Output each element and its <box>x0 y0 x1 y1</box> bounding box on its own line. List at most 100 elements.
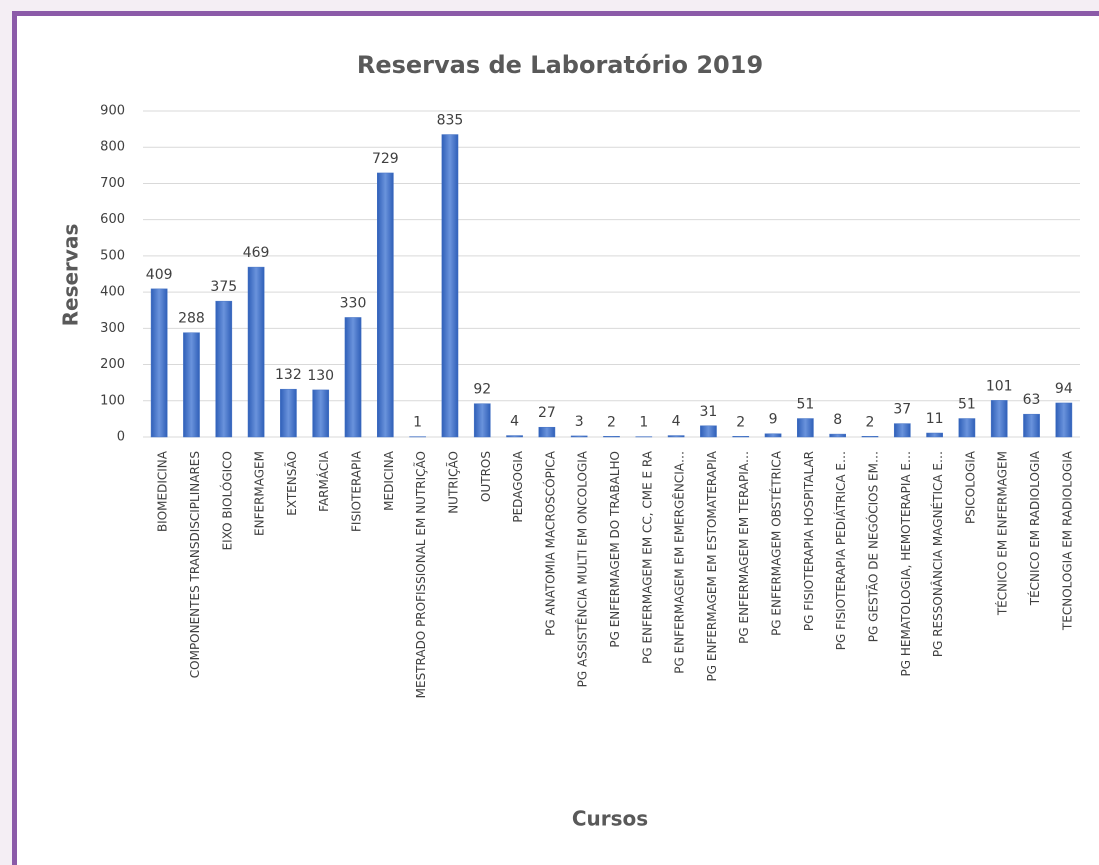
bar <box>700 425 717 438</box>
bar <box>570 435 588 438</box>
bar <box>829 433 847 438</box>
x-tick-label: NUTRIÇÃO <box>445 451 460 514</box>
value-label: 9 <box>769 412 778 428</box>
x-tick-label: FARMÁCIA <box>316 450 331 512</box>
bar <box>958 418 976 438</box>
value-label: 31 <box>700 404 718 420</box>
x-tick-label: PG RESSONÂNCIA MAGNÉTICA E… <box>930 451 945 657</box>
x-axis-title: Cursos <box>572 807 648 831</box>
x-tick-label: BIOMEDICINA <box>156 450 170 532</box>
x-tick-label: TÉCNICO EM RADIOLOGIA <box>1027 450 1042 606</box>
value-label: 1 <box>413 415 422 431</box>
value-label: 2 <box>607 414 616 430</box>
value-label: 51 <box>796 397 814 413</box>
x-tick-label: PG ENFERMAGEM EM EMERGÊNCIA… <box>672 451 687 674</box>
bar <box>990 400 1008 438</box>
value-label: 4 <box>510 414 519 430</box>
x-tick-label: COMPONENTES TRANSDISCIPLINARES <box>188 451 202 678</box>
x-tick-label: ENFERMAGEM <box>253 451 267 536</box>
x-tick-label: PG ENFERMAGEM OBSTÉTRICA <box>769 450 784 636</box>
bar <box>861 436 879 438</box>
value-label: 101 <box>986 378 1013 394</box>
value-label: 92 <box>473 382 491 398</box>
bar <box>441 134 459 438</box>
value-label: 3 <box>575 414 584 430</box>
frame-top <box>12 11 1099 16</box>
value-label: 835 <box>437 113 464 129</box>
x-tick-label: PG ANATOMIA MACROSCÓPICA <box>542 450 557 636</box>
x-tick-label: PSICOLOGIA <box>963 450 977 524</box>
value-label: 51 <box>958 397 976 413</box>
value-label: 4 <box>672 414 681 430</box>
bar <box>797 418 814 438</box>
value-label: 375 <box>210 279 237 295</box>
value-label: 27 <box>538 405 556 421</box>
chart-area <box>14 14 1099 865</box>
y-tick-label: 700 <box>100 176 125 191</box>
frame-left <box>12 11 17 865</box>
bar <box>506 435 523 438</box>
value-label: 2 <box>866 414 875 430</box>
value-label: 1 <box>639 415 648 431</box>
x-tick-label: TÉCNICO EM ENFERMAGEM <box>995 451 1010 616</box>
chart-title: Reservas de Laboratório 2019 <box>357 51 763 79</box>
value-label: 330 <box>340 295 367 311</box>
y-tick-label: 900 <box>100 104 125 119</box>
y-tick-label: 300 <box>100 321 125 336</box>
bar <box>764 433 782 438</box>
bar <box>183 332 200 438</box>
value-label: 130 <box>307 368 334 384</box>
y-tick-label: 500 <box>100 248 125 263</box>
x-tick-label: EXTENSÃO <box>284 451 299 516</box>
bar <box>280 388 297 438</box>
bar <box>893 423 911 438</box>
value-label: 409 <box>146 267 173 283</box>
y-tick-label: 400 <box>100 285 125 300</box>
y-tick-label: 0 <box>117 430 125 445</box>
bar <box>1023 413 1040 438</box>
value-label: 94 <box>1055 381 1073 397</box>
x-tick-label: MEDICINA <box>382 450 396 511</box>
value-label: 8 <box>833 412 842 428</box>
x-tick-label: OUTROS <box>479 451 493 502</box>
bar <box>247 266 265 438</box>
value-label: 469 <box>243 245 270 261</box>
value-label: 729 <box>372 151 399 167</box>
value-label: 63 <box>1023 392 1041 408</box>
bar <box>1055 402 1073 438</box>
x-tick-label: PG FISIOTERAPIA HOSPITALAR <box>802 451 816 631</box>
x-tick-label: PG ENFERMAGEM EM TERAPIA… <box>737 451 751 644</box>
bar <box>312 389 330 438</box>
bar <box>377 172 394 438</box>
bar <box>926 432 943 438</box>
x-tick-label: PEDAGOGIA <box>511 450 525 522</box>
x-tick-label: PG ASSISTÊNCIA MULTI EM ONCOLOGIA <box>575 450 590 687</box>
value-label: 37 <box>893 402 911 418</box>
x-tick-label: TECNOLOGIA EM RADIOLOGIA <box>1060 450 1074 631</box>
x-tick-label: PG FISIOTERAPIA PEDIÁTRICA E… <box>833 451 848 650</box>
bar <box>150 288 168 438</box>
y-axis-title: Reservas <box>59 224 83 327</box>
bar <box>603 436 620 438</box>
value-label: 2 <box>736 414 745 430</box>
x-tick-label: MESTRADO PROFISSIONAL EM NUTRIÇÃO <box>413 451 428 698</box>
value-label: 11 <box>926 411 944 427</box>
bar <box>667 435 685 438</box>
value-label: 288 <box>178 311 205 327</box>
x-tick-label: PG GESTÃO DE NEGÓCIOS EM… <box>865 451 880 642</box>
x-tick-label: PG ENFERMAGEM EM CC, CME E RA <box>640 450 654 664</box>
y-tick-label: 200 <box>100 357 125 372</box>
bar <box>215 300 233 438</box>
value-label: 132 <box>275 367 302 383</box>
bar <box>538 426 556 438</box>
bar <box>344 317 362 438</box>
x-tick-label: EIXO BIOLÓGICO <box>219 451 234 550</box>
bar <box>473 403 491 438</box>
y-tick-label: 600 <box>100 212 125 227</box>
x-tick-label: PG ENFERMAGEM DO TRABALHO <box>608 451 622 648</box>
y-tick-label: 800 <box>100 140 125 155</box>
y-tick-label: 100 <box>100 393 125 408</box>
bar <box>732 436 750 438</box>
